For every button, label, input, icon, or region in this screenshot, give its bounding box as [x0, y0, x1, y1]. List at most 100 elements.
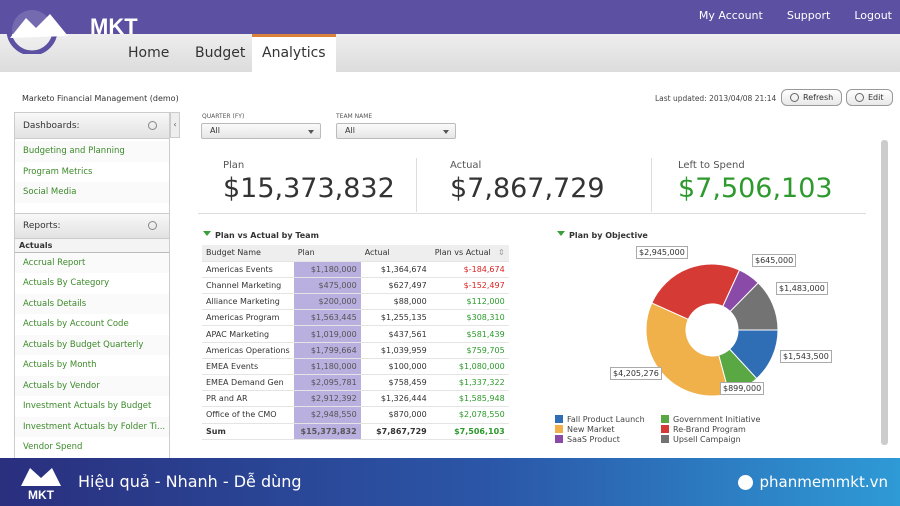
table-cell: EMEA Events: [202, 358, 294, 376]
table-cell: $475,000: [293, 277, 361, 295]
refresh-button[interactable]: Refresh: [781, 89, 843, 106]
table-row[interactable]: Office of the CMO $2,948,550 $870,000 $2,07…: [202, 406, 509, 424]
table-row[interactable]: Americas Events $1,180,000 $1,364,674 $-184…: [202, 261, 509, 278]
tab-home[interactable]: Home: [128, 45, 170, 61]
dashboards-label: Dashboards:: [23, 120, 80, 131]
legend-item[interactable]: Upsell Campaign: [661, 435, 771, 444]
sidebar-item-dashboard[interactable]: Program Metrics: [23, 166, 93, 177]
sidebar-item-report[interactable]: Investment Actuals by Budget: [23, 401, 152, 411]
table-row[interactable]: PR and AR $2,912,392 $1,326,444 $1,585,948: [202, 390, 509, 408]
reports-header[interactable]: Reports:: [15, 212, 169, 239]
table-cell: $437,561: [360, 325, 431, 343]
legend-label: SaaS Product: [567, 435, 620, 444]
sidebar-item-report[interactable]: Accrual Report: [15, 252, 169, 273]
chart-title: Plan by Objective: [557, 231, 648, 240]
collapse-sidebar-button[interactable]: ‹: [170, 112, 180, 138]
edit-button[interactable]: Edit: [846, 89, 893, 106]
donut-slice[interactable]: [729, 282, 779, 331]
team-name-select[interactable]: All: [336, 123, 456, 139]
col-plan-vs-actual[interactable]: Plan vs Actual ⇕: [430, 245, 509, 262]
legend-item[interactable]: Re-Brand Program: [661, 425, 771, 434]
slice-label: $2,945,000: [636, 246, 688, 259]
legend-item[interactable]: Government Initiative: [661, 415, 771, 424]
mkt-logo: MKT: [6, 4, 138, 54]
table-row[interactable]: EMEA Events $1,180,000 $100,000 $1,080,000: [202, 358, 509, 376]
footer-banner: MKT Hiệu quả - Nhanh - Dễ dùng phanmemmk…: [0, 458, 900, 506]
table-cell: Americas Operations: [202, 342, 294, 359]
filter-icon[interactable]: [557, 231, 565, 240]
sort-icon[interactable]: ⇕: [498, 248, 505, 258]
sidebar-item-report[interactable]: Investment Actuals by Folder Ti...: [15, 416, 169, 437]
legend-label: Upsell Campaign: [673, 435, 741, 444]
table-cell: EMEA Demand Gen: [202, 374, 294, 392]
sidebar-item-dashboard[interactable]: Social Media: [15, 182, 169, 203]
kpi-label: Left to Spend: [678, 160, 745, 171]
support-link[interactable]: Support: [786, 9, 831, 22]
donut-slice[interactable]: [645, 302, 730, 397]
table-row[interactable]: APAC Marketing $1,019,000 $437,561 $581,439: [202, 325, 509, 343]
legend-label: Fall Product Launch: [567, 415, 645, 424]
donut-slice[interactable]: [651, 263, 741, 321]
table-cell: $2,078,550: [430, 406, 509, 424]
chevron-down-icon: [443, 130, 449, 137]
tab-budget[interactable]: Budget: [195, 45, 246, 61]
table-cell: $1,364,674: [360, 261, 431, 278]
website-link[interactable]: phanmemmkt.vn: [738, 473, 888, 491]
chart-legend: Fall Product Launch Government Initiative…: [555, 415, 771, 444]
refresh-icon[interactable]: [148, 221, 157, 230]
table-row[interactable]: Alliance Marketing $200,000 $88,000 $112,00…: [202, 293, 509, 311]
table-sum-row[interactable]: Sum $15,373,832 $7,867,729 $7,506,103: [202, 423, 509, 440]
col-plan[interactable]: Plan: [293, 245, 361, 262]
table-row[interactable]: Americas Program $1,563,445 $1,255,135 $308…: [202, 309, 509, 327]
legend-item[interactable]: SaaS Product: [555, 435, 661, 444]
logout-link[interactable]: Logout: [854, 9, 892, 22]
table-cell: $2,948,550: [293, 406, 361, 424]
slogan: Hiệu quả - Nhanh - Dễ dùng: [78, 472, 302, 491]
table-cell: Channel Marketing: [202, 277, 294, 295]
sidebar-item-report[interactable]: Actuals by Month: [23, 360, 97, 370]
mkt-footer-logo: MKT: [21, 468, 61, 502]
top-bar: My Account Support Logout: [0, 0, 900, 34]
sidebar-item-report[interactable]: Actuals By Category: [23, 278, 110, 288]
quarter-value: All: [210, 126, 220, 135]
table-cell: Americas Events: [202, 261, 294, 278]
scrollbar[interactable]: [881, 140, 888, 445]
kpi-value: $15,373,832: [223, 173, 395, 204]
table-cell: $-184,674: [430, 261, 509, 278]
table-row[interactable]: Americas Operations $1,799,664 $1,039,959 $…: [202, 342, 509, 359]
refresh-icon[interactable]: [148, 121, 157, 130]
table-cell: $1,326,444: [360, 390, 431, 408]
kpi-label: Actual: [450, 160, 482, 171]
sidebar-item-report[interactable]: Actuals Details: [15, 293, 169, 314]
col-actual[interactable]: Actual: [360, 245, 431, 262]
sidebar-item-dashboard[interactable]: Budgeting and Planning: [15, 141, 169, 162]
svg-text:MKT: MKT: [28, 488, 55, 502]
my-account-link[interactable]: My Account: [698, 9, 763, 22]
table-cell: PR and AR: [202, 390, 294, 408]
slice-label: $1,483,000: [776, 282, 828, 295]
table-cell: $1,019,000: [293, 325, 361, 343]
table-title: Plan vs Actual by Team: [203, 231, 319, 240]
sidebar-item-report[interactable]: Vendor Spend: [23, 442, 83, 452]
quarter-select[interactable]: All: [201, 123, 321, 139]
app-title: Marketo Financial Management (demo): [22, 94, 179, 103]
quarter-label: QUARTER (FY): [202, 113, 245, 120]
sidebar-item-report[interactable]: Actuals by Budget Quarterly: [15, 334, 169, 355]
sidebar-item-report[interactable]: Actuals by Vendor: [15, 375, 169, 396]
table-row[interactable]: Channel Marketing $475,000 $627,497 $-152,4…: [202, 277, 509, 295]
legend-item[interactable]: New Market: [555, 425, 661, 434]
sidebar-item-report[interactable]: Actuals by Account Code: [23, 319, 129, 329]
tab-analytics[interactable]: Analytics: [252, 34, 336, 72]
filter-icon[interactable]: [203, 231, 211, 240]
last-updated: Last updated: 2013/04/08 21:14: [655, 94, 777, 103]
tab-bar: Home Budget Analytics: [0, 34, 900, 72]
table-row[interactable]: EMEA Demand Gen $2,095,781 $758,459 $1,337,…: [202, 374, 509, 392]
kpi-value: $7,867,729: [450, 173, 605, 204]
table-cell: $7,506,103: [430, 423, 509, 440]
legend-item[interactable]: Fall Product Launch: [555, 415, 661, 424]
chevron-down-icon: [308, 130, 314, 137]
dashboards-header[interactable]: Dashboards:: [15, 113, 169, 139]
table-cell: $308,310: [430, 309, 509, 327]
col-budget-name[interactable]: Budget Name: [202, 245, 294, 262]
team-name-label: TEAM NAME: [336, 113, 373, 120]
